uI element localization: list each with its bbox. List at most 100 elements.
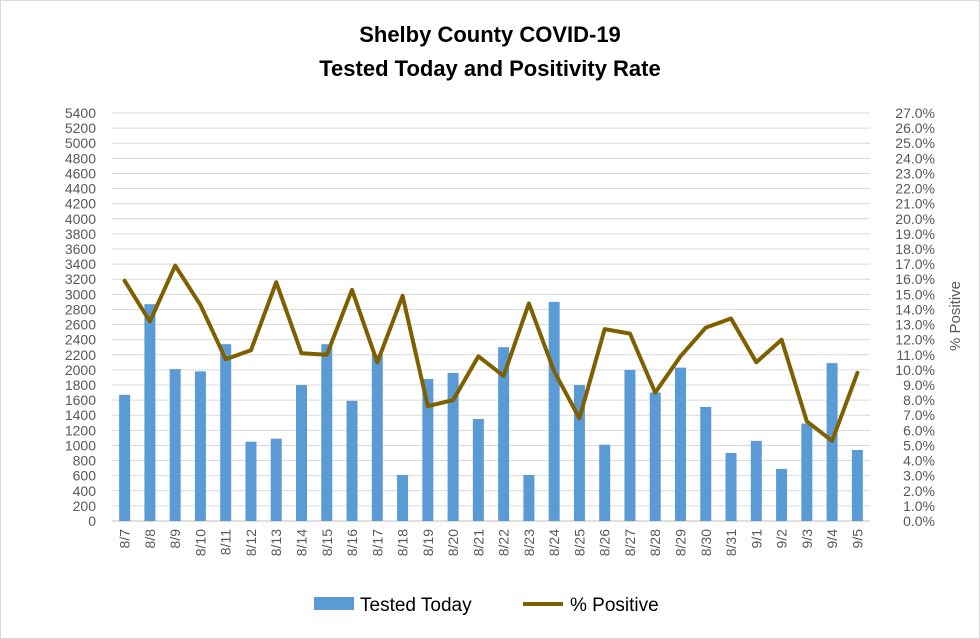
x-tick-label: 8/7 — [117, 529, 133, 549]
right-tick-label: 23.0% — [895, 165, 935, 181]
bar-tested-today — [371, 354, 383, 521]
x-tick-label: 8/15 — [319, 529, 335, 556]
x-tick-label: 8/21 — [470, 529, 486, 556]
right-axis-ticks: 0.0%1.0%2.0%3.0%4.0%5.0%6.0%7.0%8.0%9.0%… — [895, 105, 935, 529]
right-tick-label: 5.0% — [903, 437, 935, 453]
bar-tested-today — [725, 453, 737, 521]
bar-tested-today — [801, 423, 813, 521]
left-tick-label: 4800 — [65, 150, 96, 166]
x-tick-label: 9/5 — [849, 529, 865, 549]
gridlines — [112, 112, 870, 522]
legend-label-percent-positive: % Positive — [570, 595, 659, 616]
bar-tested-today — [296, 385, 307, 521]
right-axis-label: % Positive — [947, 281, 964, 351]
bar-tested-today — [573, 385, 585, 521]
x-tick-label: 8/10 — [192, 529, 208, 556]
left-tick-label: 1400 — [65, 407, 96, 423]
line-group — [122, 263, 860, 443]
chart-title: Shelby County COVID-19 — [359, 22, 621, 47]
x-tick-label: 8/14 — [294, 529, 310, 556]
x-tick-label: 8/26 — [597, 529, 613, 556]
x-tick-label: 8/23 — [521, 529, 537, 556]
right-tick-label: 11.0% — [896, 347, 935, 363]
x-tick-label: 8/20 — [445, 529, 461, 556]
x-tick-label: 9/4 — [824, 529, 840, 549]
left-tick-label: 400 — [73, 483, 97, 499]
bar-tested-today — [270, 438, 282, 521]
x-tick-label: 9/3 — [799, 529, 815, 549]
right-tick-label: 13.0% — [895, 317, 935, 333]
bar-tested-today — [498, 347, 510, 521]
x-tick-label: 8/16 — [344, 529, 360, 556]
left-tick-label: 4400 — [65, 181, 96, 197]
left-tick-label: 2000 — [65, 362, 96, 378]
x-tick-label: 8/11 — [218, 529, 234, 555]
right-tick-label: 27.0% — [895, 105, 935, 121]
left-tick-label: 5000 — [65, 135, 96, 151]
left-tick-label: 4000 — [65, 211, 96, 227]
x-tick-label: 8/27 — [622, 529, 638, 556]
bar-tested-today — [422, 378, 434, 521]
right-tick-label: 1.0% — [903, 498, 935, 514]
x-tick-label: 9/2 — [774, 529, 790, 549]
x-tick-label: 8/9 — [167, 529, 183, 549]
right-tick-label: 14.0% — [895, 301, 935, 317]
bar-tested-today — [194, 371, 206, 521]
right-tick-label: 15.0% — [895, 286, 935, 302]
x-tick-label: 8/28 — [647, 529, 663, 556]
right-tick-label: 3.0% — [903, 468, 935, 484]
left-tick-label: 5400 — [65, 105, 96, 121]
x-tick-label: 8/18 — [395, 529, 411, 556]
bar-tested-today — [472, 419, 484, 521]
bar-tested-today — [624, 369, 636, 521]
right-tick-label: 0.0% — [903, 513, 935, 529]
right-tick-label: 22.0% — [895, 181, 935, 197]
left-axis-ticks: 0200400600800100012001400160018002000220… — [65, 105, 96, 529]
left-tick-label: 200 — [73, 498, 97, 514]
right-tick-label: 19.0% — [895, 226, 935, 242]
bars-group — [119, 301, 863, 521]
left-tick-label: 2800 — [65, 301, 96, 317]
bar-tested-today — [548, 301, 560, 521]
x-tick-label: 8/12 — [243, 529, 259, 556]
left-tick-label: 2600 — [65, 317, 96, 333]
left-tick-label: 1600 — [65, 392, 96, 408]
legend: Tested Today % Positive — [314, 595, 659, 616]
bar-tested-today — [700, 406, 712, 521]
right-tick-label: 24.0% — [895, 150, 935, 166]
bar-tested-today — [245, 441, 257, 521]
right-tick-label: 26.0% — [895, 120, 935, 136]
right-tick-label: 10.0% — [895, 362, 935, 378]
left-tick-label: 4200 — [65, 196, 96, 212]
x-tick-label: 8/30 — [698, 529, 714, 556]
x-tick-label: 8/19 — [420, 529, 436, 556]
bar-tested-today — [144, 304, 156, 521]
right-tick-label: 8.0% — [903, 392, 935, 408]
bar-tested-today — [851, 449, 863, 521]
bar-tested-today — [397, 474, 409, 521]
bar-tested-today — [776, 468, 788, 521]
bar-tested-today — [599, 444, 611, 521]
x-tick-label: 8/24 — [546, 529, 562, 556]
x-tick-label: 8/22 — [496, 529, 512, 556]
bar-tested-today — [169, 369, 181, 521]
right-tick-label: 18.0% — [895, 241, 935, 257]
bar-tested-today — [649, 392, 661, 521]
bar-tested-today — [750, 440, 762, 521]
left-tick-label: 3400 — [65, 256, 96, 272]
bar-tested-today — [675, 367, 686, 521]
chart-subtitle: Tested Today and Positivity Rate — [319, 56, 661, 81]
left-tick-label: 2400 — [65, 332, 96, 348]
x-tick-label: 8/13 — [268, 529, 284, 556]
left-tick-label: 800 — [73, 453, 97, 469]
x-tick-label: 8/29 — [673, 529, 689, 556]
bar-tested-today — [321, 344, 333, 521]
left-tick-label: 3600 — [65, 241, 96, 257]
bar-tested-today — [220, 344, 232, 521]
x-tick-label: 8/17 — [369, 529, 385, 556]
legend-label-tested-today: Tested Today — [360, 595, 472, 616]
right-tick-label: 12.0% — [895, 332, 935, 348]
right-tick-label: 21.0% — [895, 196, 935, 212]
